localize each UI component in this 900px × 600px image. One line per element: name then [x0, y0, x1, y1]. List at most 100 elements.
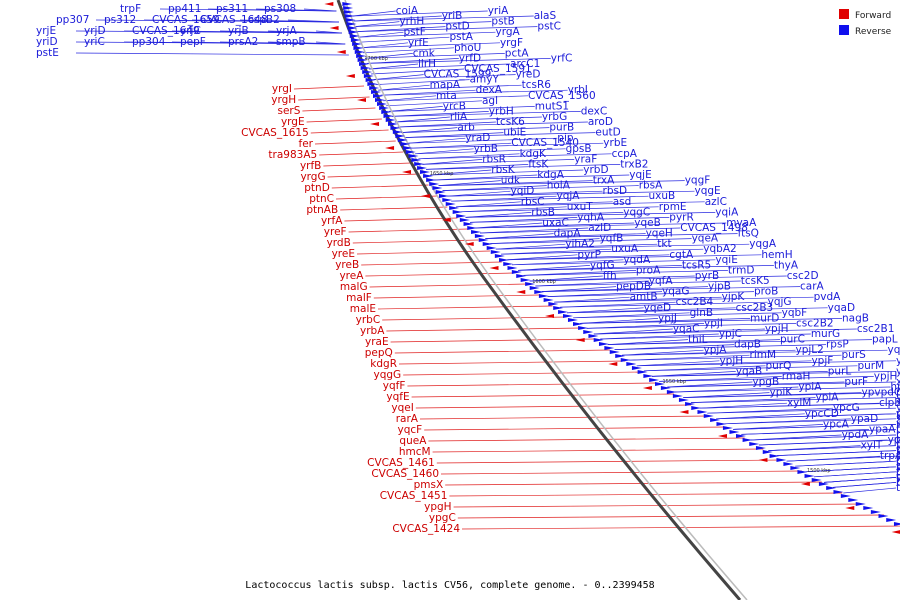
- reverse-gene-label: trxA: [593, 175, 615, 187]
- reverse-leader-line: [361, 42, 408, 49]
- forward-leader-line: [407, 382, 658, 387]
- forward-feature-arrow: [356, 98, 366, 102]
- reverse-gene-label: pyrR: [669, 211, 694, 223]
- forward-gene-label: yrgE: [281, 116, 305, 128]
- forward-feature-arrow: [370, 122, 380, 126]
- reverse-leader-line: [554, 296, 630, 303]
- reverse-gene-label: asd: [613, 196, 632, 208]
- reverse-gene-label: nagB: [842, 312, 869, 324]
- reverse-feature-arrow: [855, 502, 866, 506]
- reverse-leader-line: [518, 265, 774, 271]
- reverse-feature-arrow: [776, 458, 787, 462]
- reverse-gene-label: pp304: [132, 36, 166, 48]
- reverse-gene-label: ypjH: [719, 355, 743, 367]
- genome-backbone-arc: [336, 0, 742, 600]
- forward-gene-label: hmcM: [399, 446, 431, 458]
- forward-gene-label: ptnAB: [306, 204, 338, 216]
- reverse-leader-line: [456, 201, 705, 208]
- forward-feature-arrow: [679, 410, 689, 414]
- forward-feature-arrow: [717, 434, 727, 438]
- reverse-gene-label: pctA: [505, 47, 530, 59]
- forward-gene-label: CVCAS_1424: [392, 523, 460, 535]
- reverse-gene-label: yqhA: [577, 211, 605, 223]
- reverse-leader-line: [843, 487, 897, 494]
- reverse-leader-line: [593, 328, 673, 335]
- forward-feature-arrow: [891, 530, 900, 534]
- forward-gene-label: CVCAS_1615: [241, 127, 309, 139]
- reverse-leader-line: [353, 15, 534, 22]
- reverse-leader-line: [418, 153, 520, 160]
- reverse-leader-line: [369, 63, 511, 70]
- reverse-gene-label: ypiK: [770, 387, 794, 399]
- reverse-feature-arrow: [463, 222, 474, 226]
- reverse-leader-line: [490, 238, 692, 244]
- reverse-gene-label: yrjE: [36, 25, 56, 37]
- reverse-gene-label: tcsR6: [522, 79, 552, 91]
- reverse-leader-line: [434, 174, 538, 181]
- reverse-leader-line: [506, 254, 762, 261]
- reverse-feature-arrow: [626, 362, 637, 366]
- reverse-gene-label: mutS1: [535, 100, 569, 112]
- reverse-leader-line: [636, 360, 897, 367]
- reverse-feature-arrow: [755, 446, 766, 450]
- reverse-feature-arrow: [356, 54, 367, 58]
- reverse-gene-label: yqjI: [888, 344, 900, 356]
- reverse-leader-line: [352, 10, 488, 17]
- reverse-leader-line: [430, 169, 584, 176]
- reverse-leader-line: [267, 30, 342, 34]
- reverse-gene-label: hemH: [761, 249, 792, 261]
- reverse-feature-arrow: [342, 2, 353, 6]
- reverse-gene-label: yraD: [465, 132, 490, 144]
- reverse-gene-label: purF: [844, 376, 868, 388]
- reverse-gene-label: yqjA: [557, 190, 581, 202]
- reverse-leader-line: [659, 376, 874, 382]
- reverse-gene-label: clpB: [879, 397, 900, 409]
- reverse-gene-label: yqeB: [634, 217, 661, 229]
- reverse-gene-label: purE: [896, 423, 900, 435]
- reverse-leader-line: [366, 58, 459, 64]
- reverse-gene-label: yriD: [36, 36, 58, 48]
- reverse-feature-arrow: [420, 170, 431, 174]
- reverse-leader-line: [383, 95, 529, 102]
- reverse-leader-line: [535, 280, 649, 287]
- forward-gene-label: fer: [299, 138, 314, 150]
- reverse-gene-label: ps311: [216, 3, 248, 15]
- reverse-leader-line: [573, 312, 782, 319]
- reverse-feature-arrow: [553, 306, 564, 310]
- reverse-leader-line: [512, 259, 716, 266]
- reverse-gene-label: tkt: [657, 238, 671, 250]
- reverse-gene-label: csc2B4: [676, 296, 714, 308]
- reverse-feature-arrow: [373, 94, 384, 98]
- reverse-gene-label: trpB: [896, 445, 900, 457]
- reverse-leader-line: [567, 307, 828, 314]
- reverse-feature-arrow: [520, 278, 531, 282]
- reverse-leader-line: [485, 233, 738, 239]
- reverse-feature-arrow: [749, 442, 760, 446]
- reverse-gene-label: rmaE: [896, 476, 900, 488]
- reverse-gene-label: llrH: [418, 58, 436, 70]
- forward-gene-label: yrgG: [300, 171, 325, 183]
- reverse-gene-label: yjpB: [708, 281, 731, 293]
- reverse-feature-arrow: [604, 346, 615, 350]
- reverse-gene-label: dapB: [734, 339, 761, 351]
- reverse-feature-arrow: [423, 174, 434, 178]
- reverse-leader-line: [529, 275, 787, 282]
- reverse-leader-line: [607, 339, 872, 345]
- reverse-leader-line: [422, 159, 483, 165]
- reverse-gene-label: ps312: [104, 14, 136, 26]
- reverse-gene-label: ypfF: [896, 402, 900, 414]
- reverse-leader-line: [353, 15, 442, 22]
- reverse-feature-arrow: [703, 414, 714, 418]
- reverse-gene-label: rbsK: [491, 164, 515, 176]
- reverse-leader-line: [373, 74, 516, 80]
- reverse-leader-line: [683, 392, 770, 398]
- reverse-gene-label: thyA: [774, 259, 799, 271]
- reverse-gene-label: trpD: [896, 482, 900, 494]
- reverse-gene-label: purQ: [765, 360, 791, 372]
- reverse-gene-label: cmk: [413, 47, 436, 59]
- reverse-leader-line: [716, 413, 897, 420]
- reverse-gene-label: rbsD: [603, 185, 628, 197]
- reverse-gene-label: bglH: [896, 476, 900, 488]
- reverse-gene-label: thiL: [688, 334, 708, 346]
- reverse-gene-label: yrbE: [603, 137, 627, 149]
